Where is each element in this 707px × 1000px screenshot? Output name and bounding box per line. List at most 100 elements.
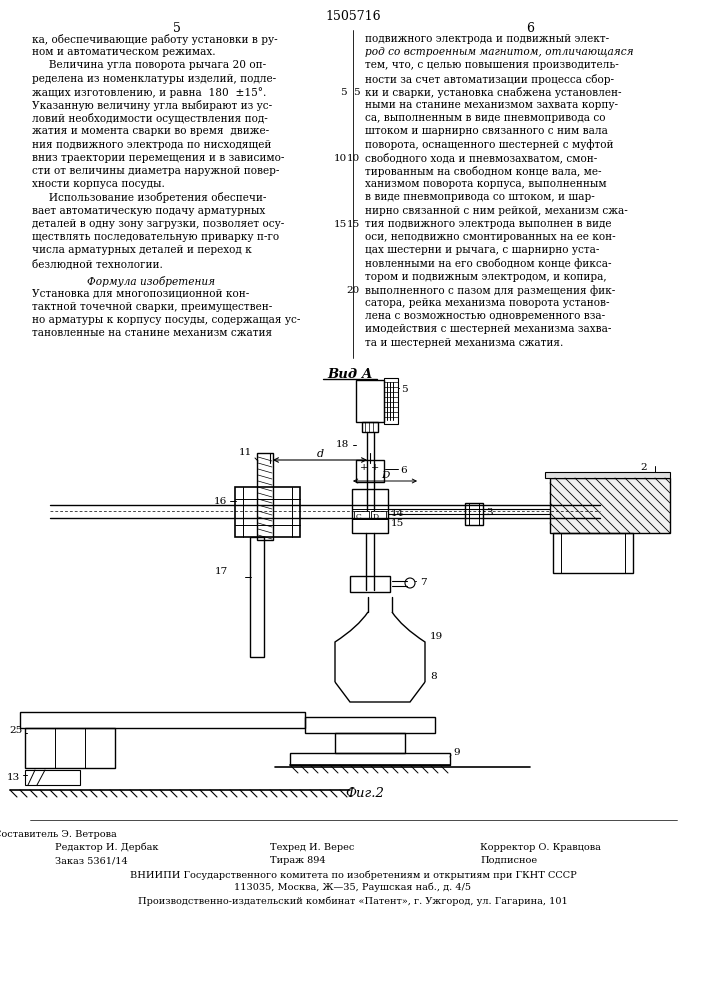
Text: сатора, рейка механизма поворота установ­: сатора, рейка механизма поворота установ… <box>365 298 609 308</box>
Text: род со встроенным магнитом, отличающаяся: род со встроенным магнитом, отличающаяся <box>365 47 633 57</box>
Text: Установка для многопозиционной кон­: Установка для многопозиционной кон­ <box>32 289 250 299</box>
Text: свободного хода и пневмозахватом, смон­: свободного хода и пневмозахватом, смон­ <box>365 153 597 164</box>
Bar <box>25 770 80 785</box>
Text: ВНИИПИ Государственного комитета по изобретениям и открытиям при ГКНТ СССР: ВНИИПИ Государственного комитета по изоб… <box>129 870 576 880</box>
Text: имодействия с шестерней механизма захва­: имодействия с шестерней механизма захва­ <box>365 324 612 334</box>
Text: числа арматурных деталей и переход к: числа арматурных деталей и переход к <box>32 245 252 255</box>
Text: d: d <box>317 449 324 459</box>
Text: оси, неподвижно смонтированных на ее кон­: оси, неподвижно смонтированных на ее кон… <box>365 232 616 242</box>
Text: лена с возможностью одновременного вза­: лена с возможностью одновременного вза­ <box>365 311 605 321</box>
Text: ловий необходимости осуществления под­: ловий необходимости осуществления под­ <box>32 113 268 124</box>
Bar <box>362 422 378 432</box>
Bar <box>25 728 115 768</box>
Text: Производственно-издательский комбинат «Патент», г. Ужгород, ул. Гагарина, 101: Производственно-издательский комбинат «П… <box>138 896 568 906</box>
Text: 10: 10 <box>334 154 347 163</box>
Text: Фиг.2: Фиг.2 <box>345 787 384 800</box>
Text: 14: 14 <box>391 509 404 518</box>
Text: тированным на свободном конце вала, ме­: тированным на свободном конце вала, ме­ <box>365 166 602 177</box>
Text: 20: 20 <box>346 286 360 295</box>
Text: жатия и момента сварки во время  движе­: жатия и момента сварки во время движе­ <box>32 126 269 136</box>
Bar <box>356 460 384 482</box>
Text: 6: 6 <box>526 22 534 35</box>
Text: 15: 15 <box>391 519 404 528</box>
Text: деталей в одну зону загрузки, позволяет осу­: деталей в одну зону загрузки, позволяет … <box>32 219 284 229</box>
Text: 11: 11 <box>239 448 252 457</box>
Text: 9: 9 <box>453 748 460 757</box>
Text: вает автоматическую подачу арматурных: вает автоматическую подачу арматурных <box>32 206 265 216</box>
Text: 6: 6 <box>400 466 407 475</box>
Text: Корректор О. Кравцова: Корректор О. Кравцова <box>480 843 601 852</box>
Text: 25: 25 <box>10 726 23 735</box>
Text: 17: 17 <box>215 567 228 576</box>
Text: Величина угла поворота рычага 20 оп­: Величина угла поворота рычага 20 оп­ <box>32 60 266 70</box>
Text: ки и сварки, установка снабжена установлен­: ки и сварки, установка снабжена установл… <box>365 87 621 98</box>
Text: ределена из номенклатуры изделий, подле­: ределена из номенклатуры изделий, подле­ <box>32 74 276 84</box>
Text: ханизмом поворота корпуса, выполненным: ханизмом поворота корпуса, выполненным <box>365 179 607 189</box>
Bar <box>335 733 405 753</box>
Text: Тираж 894: Тираж 894 <box>270 856 326 865</box>
Text: цах шестерни и рычага, с шарнирно уста­: цах шестерни и рычага, с шарнирно уста­ <box>365 245 600 255</box>
Text: в виде пневмопривода со штоком, и шар­: в виде пневмопривода со штоком, и шар­ <box>365 192 595 202</box>
Text: ществлять последовательную приварку п-го: ществлять последовательную приварку п-го <box>32 232 279 242</box>
Text: подвижного электрода и подвижный элект­: подвижного электрода и подвижный элект­ <box>365 34 609 44</box>
Text: 10: 10 <box>346 154 360 163</box>
Text: Указанную величину угла выбирают из ус­: Указанную величину угла выбирают из ус­ <box>32 100 272 111</box>
Text: 19: 19 <box>430 632 443 641</box>
Text: 5: 5 <box>354 88 360 97</box>
Text: хности корпуса посуды.: хности корпуса посуды. <box>32 179 165 189</box>
Bar <box>250 537 264 657</box>
Text: 2: 2 <box>640 463 647 472</box>
Text: тия подвижного электрода выполнен в виде: тия подвижного электрода выполнен в виде <box>365 219 612 229</box>
Bar <box>371 511 386 518</box>
Text: +: + <box>371 463 379 472</box>
Text: ка, обеспечивающие работу установки в ру­: ка, обеспечивающие работу установки в ру… <box>32 34 278 45</box>
Text: сти от величины диаметра наружной повер­: сти от величины диаметра наружной повер­ <box>32 166 279 176</box>
Text: Вид А: Вид А <box>327 368 373 381</box>
Text: 18: 18 <box>336 440 349 449</box>
Text: 15: 15 <box>334 220 347 229</box>
Text: тором и подвижным электродом, и копира,: тором и подвижным электродом, и копира, <box>365 272 607 282</box>
Bar <box>290 753 450 765</box>
Text: та и шестерней механизма сжатия.: та и шестерней механизма сжатия. <box>365 338 563 348</box>
Text: 5: 5 <box>340 88 347 97</box>
Text: 7: 7 <box>420 578 426 587</box>
Text: 15: 15 <box>346 220 360 229</box>
Text: Заказ 5361/14: Заказ 5361/14 <box>55 856 128 865</box>
Bar <box>350 576 390 592</box>
Text: вниз траектории перемещения и в зависимо­: вниз траектории перемещения и в зависимо… <box>32 153 284 163</box>
Text: D: D <box>373 513 379 521</box>
Text: Техред И. Верес: Техред И. Верес <box>270 843 354 852</box>
Text: D: D <box>381 471 389 480</box>
Text: 113035, Москва, Ж—35, Раушская наб., д. 4/5: 113035, Москва, Ж—35, Раушская наб., д. … <box>235 883 472 892</box>
Bar <box>465 503 483 525</box>
Text: новленными на его свободном конце фикса­: новленными на его свободном конце фикса­ <box>365 258 612 269</box>
Bar <box>384 378 398 424</box>
Text: ния подвижного электрода по нисходящей: ния подвижного электрода по нисходящей <box>32 140 271 150</box>
Text: тем, что, с целью повышения производитель­: тем, что, с целью повышения производител… <box>365 60 619 70</box>
Text: Использование изобретения обеспечи­: Использование изобретения обеспечи­ <box>32 192 267 203</box>
Text: Редактор И. Дербак: Редактор И. Дербак <box>55 843 158 852</box>
Bar <box>20 712 305 728</box>
Bar <box>305 717 435 733</box>
Text: Составитель Э. Ветрова: Составитель Э. Ветрова <box>0 830 117 839</box>
Text: безлюдной технологии.: безлюдной технологии. <box>32 258 163 269</box>
Text: 5: 5 <box>173 22 181 35</box>
Bar <box>354 511 369 518</box>
Text: ном и автоматическом режимах.: ном и автоматическом режимах. <box>32 47 216 57</box>
Bar <box>235 487 300 537</box>
Bar <box>550 478 670 533</box>
Text: 5: 5 <box>401 385 408 394</box>
Text: жащих изготовлению, и равна  180  ±15°.: жащих изготовлению, и равна 180 ±15°. <box>32 87 267 98</box>
Text: ности за счет автоматизации процесса сбор­: ности за счет автоматизации процесса сбо… <box>365 74 614 85</box>
Text: ными на станине механизмом захвата корпу­: ными на станине механизмом захвата корпу… <box>365 100 618 110</box>
Text: 13: 13 <box>7 773 20 782</box>
Text: выполненного с пазом для размещения фик­: выполненного с пазом для размещения фик­ <box>365 285 615 296</box>
Text: +: + <box>360 463 368 472</box>
Text: 3: 3 <box>486 508 493 517</box>
Text: тактной точечной сварки, преимуществен­: тактной точечной сварки, преимуществен­ <box>32 302 272 312</box>
Text: нирно связанной с ним рейкой, механизм сжа­: нирно связанной с ним рейкой, механизм с… <box>365 206 628 216</box>
Text: C: C <box>356 513 362 521</box>
Text: 8: 8 <box>430 672 437 681</box>
Bar <box>352 489 388 533</box>
Bar <box>545 472 670 478</box>
